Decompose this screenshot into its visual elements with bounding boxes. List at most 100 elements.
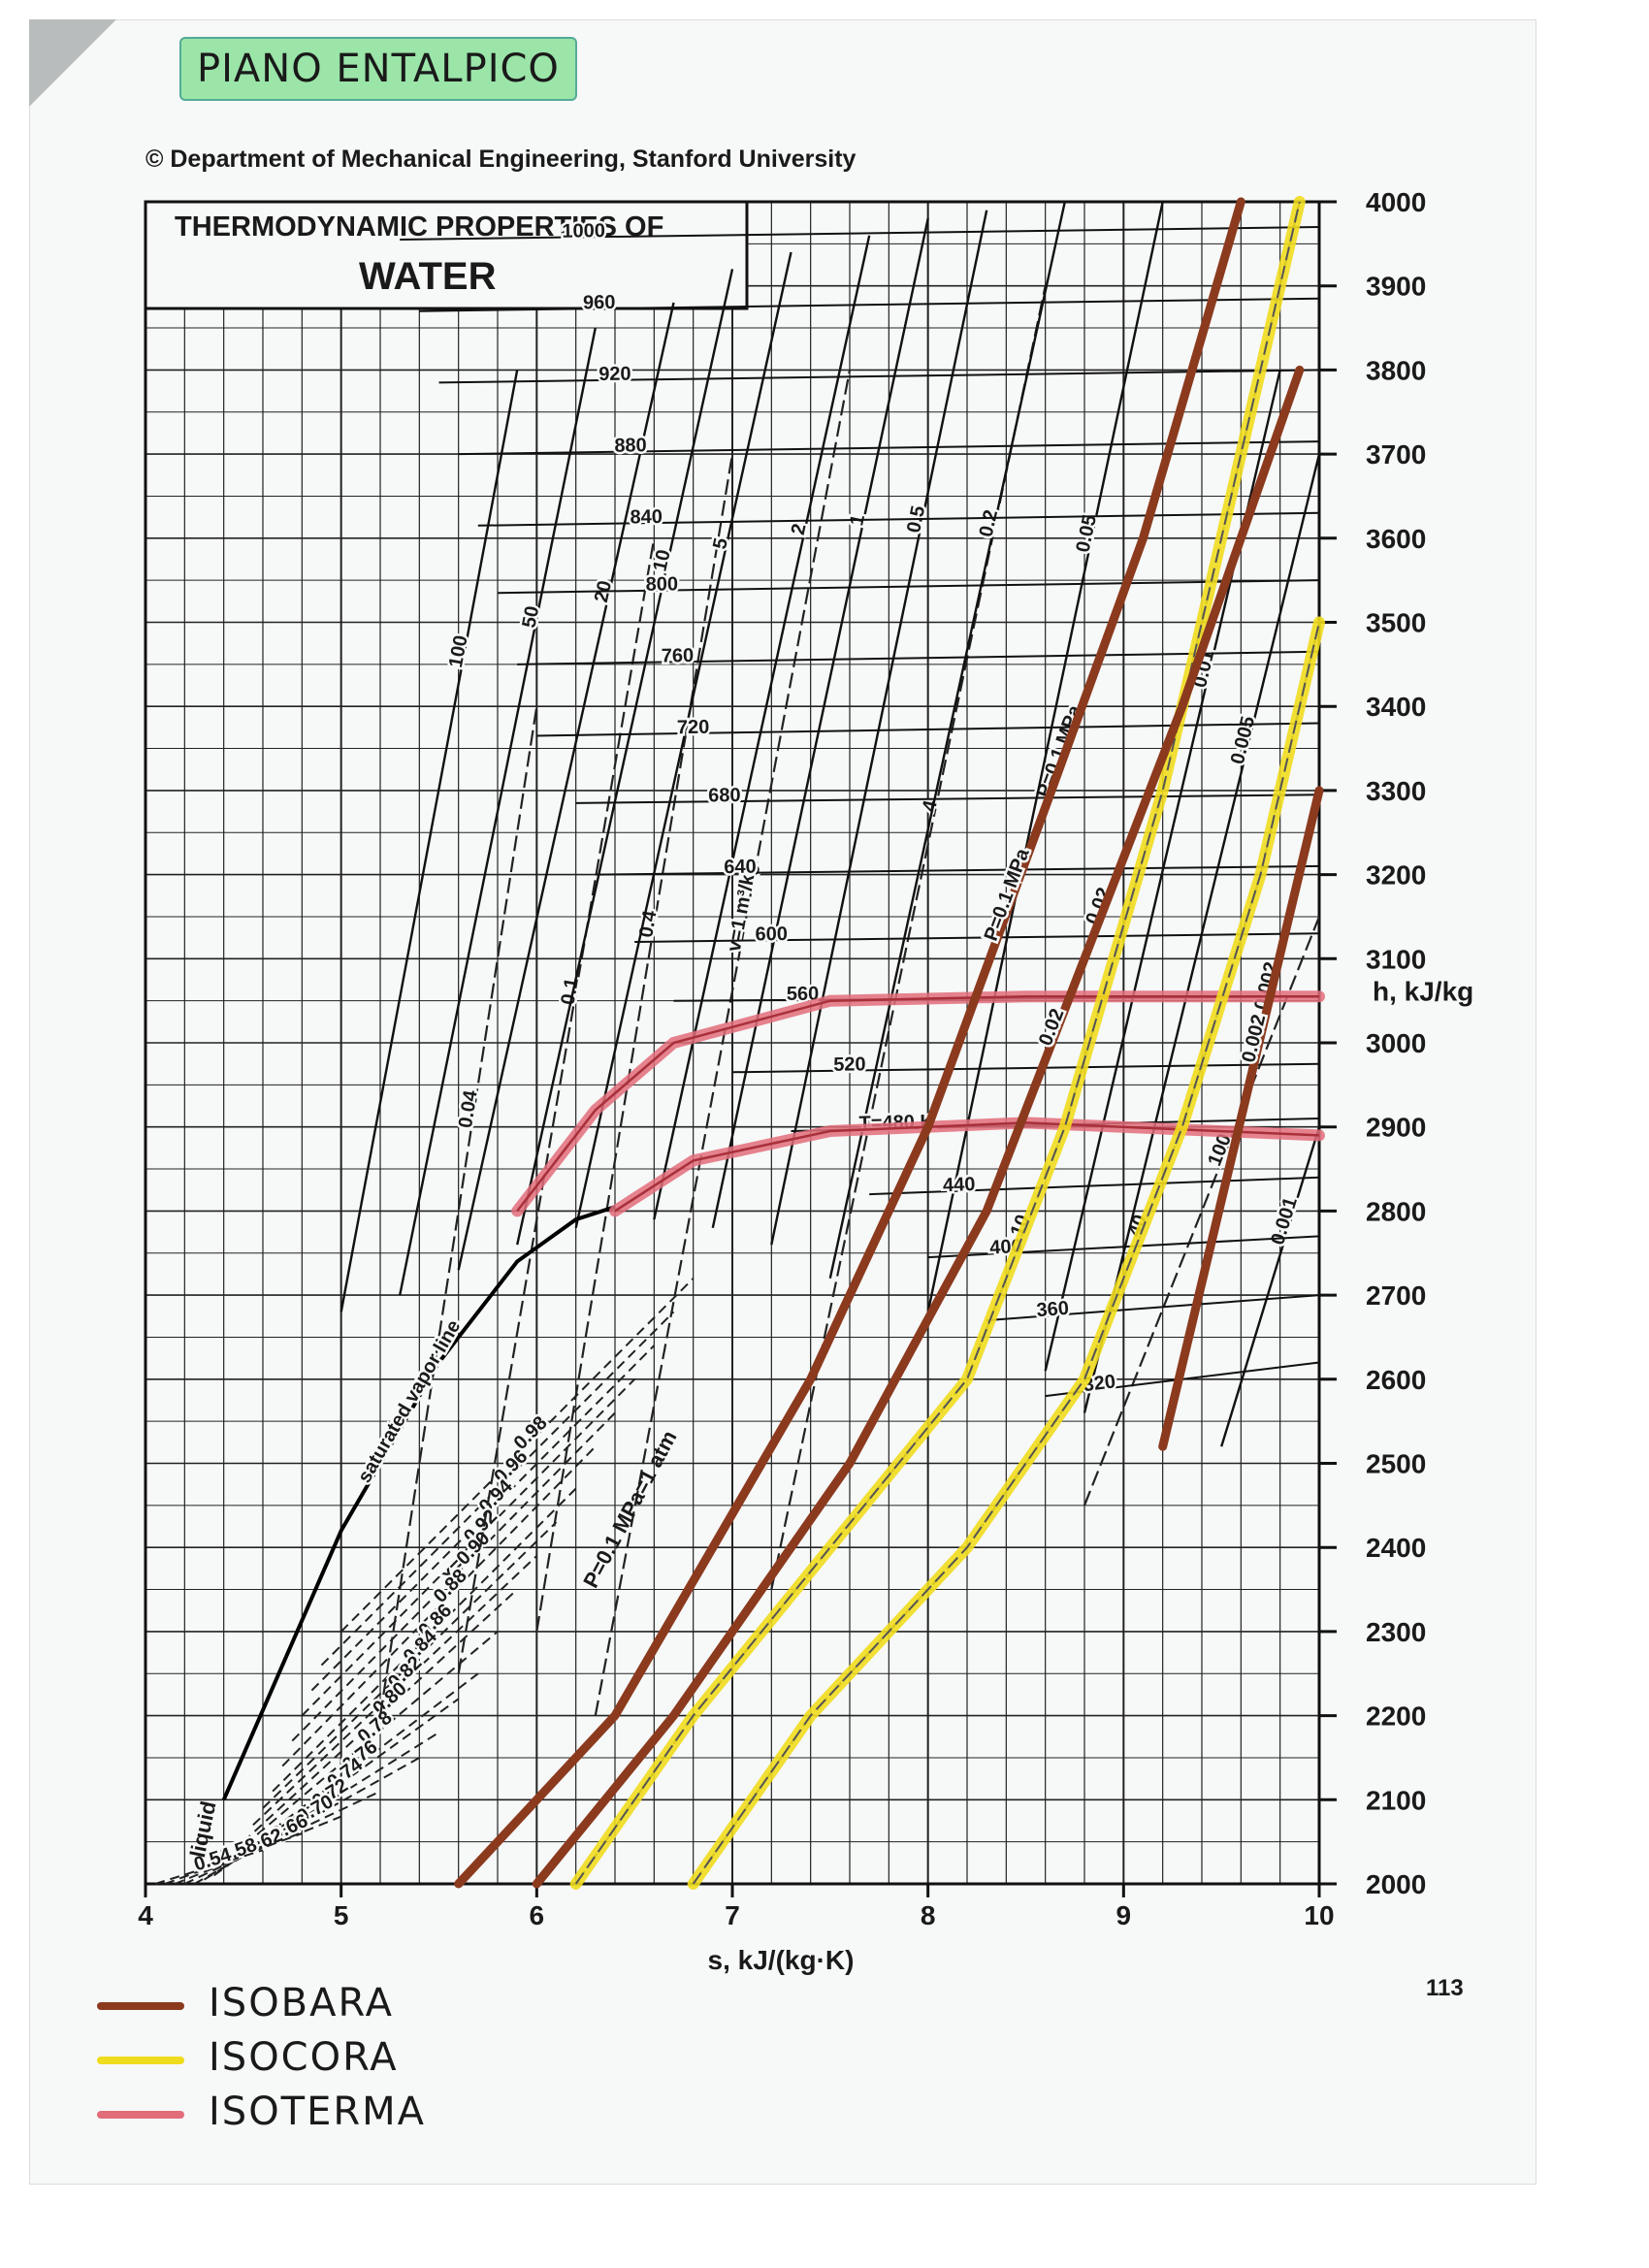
quality-line xyxy=(252,1555,537,1827)
folded-corner xyxy=(29,19,116,107)
temperature-line xyxy=(986,1294,1320,1322)
y-tick-label: 2100 xyxy=(1366,1785,1426,1815)
y-tick-label: 2500 xyxy=(1366,1449,1426,1479)
legend-swatch-isobara xyxy=(97,2002,184,2010)
highlight-isobar xyxy=(1158,786,1324,1451)
highlight-isobar-label: P=0.1 MPa xyxy=(981,845,1034,944)
y-tick-label: 3100 xyxy=(1366,944,1426,974)
temperature-line-label: 720 xyxy=(677,717,710,739)
y-tick-label: 2200 xyxy=(1366,1701,1426,1732)
y-tick-label: 2600 xyxy=(1366,1365,1426,1395)
atm-annotation: P=0.1 MPa=1 atm xyxy=(578,1426,681,1591)
quality-line xyxy=(262,1521,558,1809)
y-tick-label: 3700 xyxy=(1366,439,1426,470)
y-tick-label: 2400 xyxy=(1366,1533,1426,1563)
quality-line xyxy=(164,1832,303,1885)
saturated-vapor-line xyxy=(221,1205,616,1801)
quality-line xyxy=(213,1698,460,1877)
highlight-isobar xyxy=(454,197,1245,1889)
y-tick-label: 3600 xyxy=(1366,524,1426,554)
pressure-line-label: 50 xyxy=(518,604,543,630)
highlight-isobar xyxy=(532,365,1305,1889)
y-tick-label: 2300 xyxy=(1366,1617,1426,1647)
pressure-line xyxy=(828,201,1066,1280)
temperature-line xyxy=(438,369,1320,384)
highlight-isobar-label: 0.002 xyxy=(1238,1013,1270,1065)
temperature-line xyxy=(497,579,1320,595)
specific-volume-line xyxy=(594,370,852,1716)
quality-line xyxy=(233,1631,499,1856)
quality-line xyxy=(320,1311,675,1667)
quality-line xyxy=(183,1790,381,1885)
pressure-line xyxy=(574,251,792,1228)
temperature-line xyxy=(731,1062,1320,1074)
quality-line xyxy=(272,1487,577,1793)
pressure-line-label: 10 xyxy=(649,548,674,573)
pressure-line xyxy=(399,327,597,1296)
y-tick-label: 3900 xyxy=(1366,272,1426,302)
quality-line xyxy=(301,1378,635,1717)
handwritten-title: PIANO ENTALPICO xyxy=(179,37,577,101)
legend-swatch-isocora xyxy=(97,2057,184,2064)
temperature-line-label: 760 xyxy=(662,645,695,667)
pressure-line xyxy=(340,370,519,1312)
pressure-line-label: 0.05 xyxy=(1072,513,1101,555)
y-tick-label: 4000 xyxy=(1366,187,1426,217)
y-tick-label: 3200 xyxy=(1366,860,1426,891)
quality-line xyxy=(223,1672,479,1868)
quality-line xyxy=(340,1278,695,1633)
temperature-line xyxy=(400,226,1320,241)
temperature-line-label: 680 xyxy=(708,785,741,806)
y-tick-label: 3500 xyxy=(1366,608,1426,638)
quality-line xyxy=(154,1849,264,1885)
legend-swatch-isoterma xyxy=(97,2111,184,2119)
specific-volume-line xyxy=(535,453,734,1633)
pressure-line xyxy=(770,210,988,1246)
temperature-line-label: 1000 xyxy=(562,220,605,243)
temperature-line-label: 520 xyxy=(833,1053,866,1075)
y-tick-label: 3800 xyxy=(1366,355,1426,385)
y-tick-label: 2900 xyxy=(1366,1113,1426,1143)
pressure-line xyxy=(1220,1126,1321,1447)
quality-line xyxy=(281,1445,597,1767)
temperature-line xyxy=(536,722,1320,737)
temperature-line-label: 800 xyxy=(645,573,678,596)
y-axis-label: h, kJ/kg xyxy=(1373,977,1473,1007)
specific-volume-line-label: 0.04 xyxy=(455,1088,482,1130)
temperature-line-label: 360 xyxy=(1036,1298,1070,1321)
chart-subtitle: WATER xyxy=(359,255,497,298)
page-number: 113 xyxy=(1426,1975,1464,2001)
legend-item-isocora: ISOCORA xyxy=(97,2033,485,2088)
legend-item-isoterma: ISOTERMA xyxy=(97,2088,485,2142)
temperature-line-label: 840 xyxy=(630,506,663,529)
x-tick-label: 9 xyxy=(1116,1900,1132,1930)
temperature-line xyxy=(869,1176,1320,1196)
title-box xyxy=(144,200,749,310)
legend-label-isocora: ISOCORA xyxy=(209,2035,399,2080)
highlight-isotherm-core xyxy=(516,995,1319,1213)
pressure-line xyxy=(711,218,929,1228)
pressure-line xyxy=(1083,453,1321,1413)
y-tick-label: 2800 xyxy=(1366,1196,1426,1226)
pressure-line xyxy=(457,302,675,1271)
temperature-line xyxy=(458,440,1320,456)
temperature-line-label: 440 xyxy=(943,1174,976,1196)
saturated-vapor-line-label: saturated vapor line xyxy=(354,1316,466,1486)
temperature-line xyxy=(477,511,1320,527)
legend-label-isoterma: ISOTERMA xyxy=(209,2090,427,2134)
y-tick-label: 2700 xyxy=(1366,1280,1426,1311)
pressure-line xyxy=(653,235,871,1220)
pressure-line-label: 0.005 xyxy=(1227,714,1259,766)
temperature-line xyxy=(634,932,1320,943)
y-tick-label: 2000 xyxy=(1366,1869,1426,1899)
temperature-line-label: 920 xyxy=(598,364,631,385)
x-tick-label: 7 xyxy=(725,1900,740,1930)
highlight-isochore-core xyxy=(574,201,1301,1885)
temperature-line-label: 880 xyxy=(614,435,647,456)
temperature-line-label: 600 xyxy=(755,923,788,945)
temperature-line xyxy=(517,650,1320,665)
quality-line xyxy=(310,1345,656,1692)
temperature-line-label: 960 xyxy=(583,292,616,313)
temperature-line-label: 640 xyxy=(724,857,757,878)
